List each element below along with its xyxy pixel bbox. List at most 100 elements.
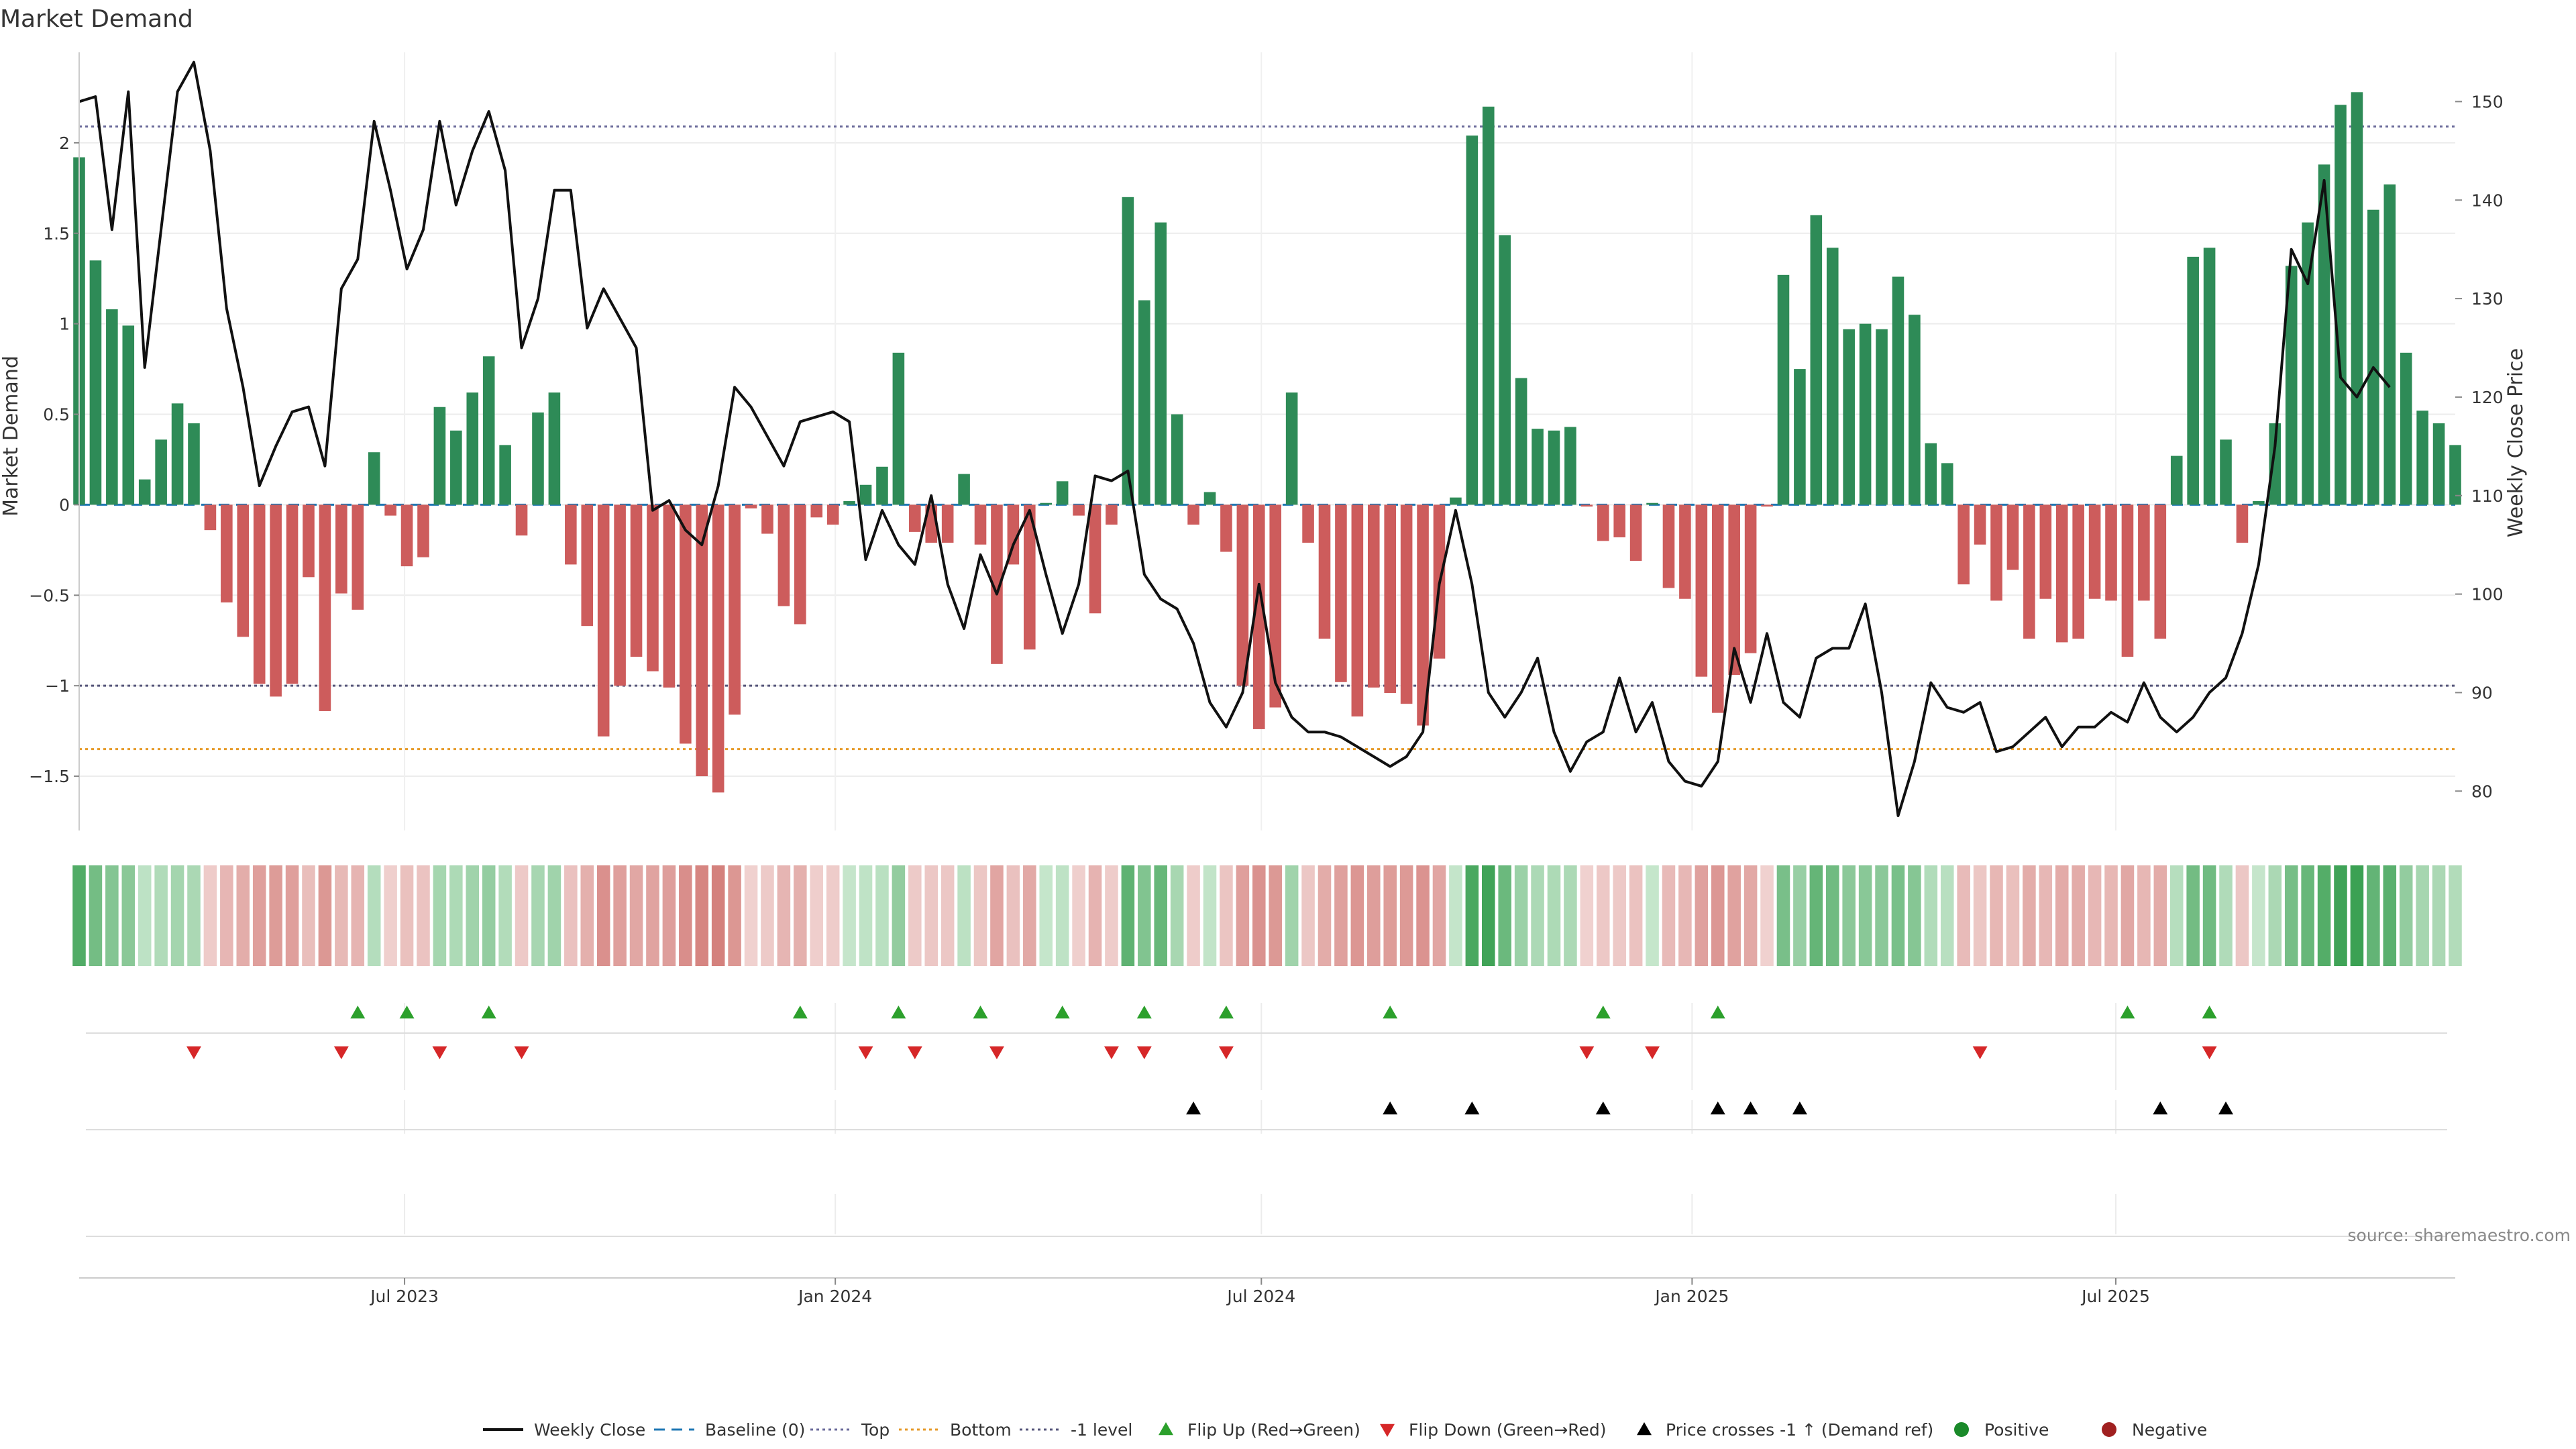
demand-bar	[1155, 222, 1167, 505]
demand-bar	[1318, 504, 1331, 639]
y-tick-label: 0	[59, 495, 70, 515]
legend-label: Price crosses -1 ↑ (Demand ref)	[1666, 1420, 1933, 1440]
heatstrip-cell	[1465, 865, 1479, 966]
flip-up-marker	[891, 1006, 906, 1019]
heatstrip-cell	[1809, 865, 1823, 966]
heatstrip-cell	[1220, 865, 1233, 966]
heatstrip-cell	[2383, 865, 2397, 966]
demand-bar	[1450, 497, 1462, 505]
demand-bar	[941, 504, 954, 543]
heatstrip-cell	[2268, 865, 2282, 966]
heatstrip-cell	[826, 865, 840, 966]
heatstrip-cell	[2104, 865, 2118, 966]
heatstrip-cell	[2449, 865, 2462, 966]
demand-bar	[188, 423, 200, 505]
heatstrip-cell	[924, 865, 938, 966]
demand-bar	[515, 504, 528, 536]
heatstrip-cell	[1858, 865, 1872, 966]
heatstrip-cell	[761, 865, 774, 966]
demand-bar	[565, 504, 577, 565]
heatstrip-cell	[2367, 865, 2380, 966]
price-cross-marker	[1743, 1102, 1758, 1115]
heatstrip-cell	[1121, 865, 1135, 966]
demand-bar	[106, 309, 118, 505]
heatstrip-cell	[646, 865, 659, 966]
x-tick-label: Jan 2025	[1654, 1287, 1729, 1306]
demand-bar	[1826, 248, 1839, 505]
legend-swatch-dot	[1954, 1422, 1969, 1437]
flip-up-marker	[973, 1006, 988, 1019]
x-tick-label: Jan 2024	[797, 1287, 872, 1306]
demand-bar	[1187, 504, 1199, 525]
heatstrip-cell	[351, 865, 365, 966]
heatstrip-cell	[1252, 865, 1266, 966]
demand-bar	[1302, 504, 1314, 543]
flip-down-marker	[514, 1046, 529, 1059]
heatstrip-cell	[433, 865, 447, 966]
heatstrip-cell	[1432, 865, 1446, 966]
demand-bar	[810, 504, 823, 518]
price-cross-marker	[1383, 1102, 1398, 1115]
demand-bar	[2416, 411, 2428, 505]
heatstrip-cell	[1482, 865, 1495, 966]
heatstrip-cell	[72, 865, 86, 966]
flip-up-marker	[1136, 1006, 1152, 1019]
y-tick-label: 1.5	[43, 224, 70, 244]
demand-bar	[1269, 504, 1282, 708]
heatstrip-cell	[1187, 865, 1200, 966]
heatstrip-cell	[973, 865, 987, 966]
demand-bar	[1925, 443, 1937, 505]
y-axis-label-left: Market Demand	[0, 356, 23, 517]
demand-bar	[286, 504, 299, 684]
heatstrip-cell	[1318, 865, 1332, 966]
heatstrip-cell	[449, 865, 463, 966]
flip-down-marker	[907, 1046, 922, 1059]
flip-down-marker	[2202, 1046, 2217, 1059]
y-axis-label-right: Weekly Close Price	[2504, 348, 2528, 537]
legend-swatch-triangle-up	[1637, 1422, 1652, 1436]
legend-item-flip-down: Flip Down (Green→Red)	[1380, 1420, 1607, 1440]
demand-bar	[384, 504, 396, 516]
y-tick-label: 1	[59, 315, 70, 334]
demand-bar	[1106, 504, 1118, 525]
y-right-tick-label: 100	[2471, 585, 2504, 604]
heatstrip-cell	[810, 865, 824, 966]
flip-up-marker	[399, 1006, 415, 1019]
demand-bars	[73, 92, 2461, 793]
heatstrip-cell	[1973, 865, 1987, 966]
demand-bar	[548, 392, 561, 505]
heatstrip-cell	[1564, 865, 1577, 966]
legend-item-weekly-close: Weekly Close	[483, 1420, 645, 1440]
demand-bar	[1548, 430, 1560, 505]
heatstrip-cell	[236, 865, 250, 966]
y-right-tick-label: 150	[2471, 92, 2504, 111]
demand-bar	[1252, 504, 1265, 729]
legend-label: Positive	[1984, 1420, 2049, 1440]
demand-bar	[745, 504, 757, 508]
demand-bar	[499, 445, 511, 505]
demand-bar	[2285, 266, 2298, 505]
demand-bar	[335, 504, 347, 594]
demand-bar	[2432, 423, 2445, 505]
price-cross-marker	[1792, 1102, 1807, 1115]
legend-label: Flip Up (Red→Green)	[1187, 1420, 1360, 1440]
weekly-close-line	[78, 60, 2391, 817]
flip-up-marker	[1055, 1006, 1070, 1019]
event-markers	[86, 1006, 2447, 1237]
heatstrip-cell	[2039, 865, 2053, 966]
heatstrip-cell	[1793, 865, 1807, 966]
demand-bar	[2006, 504, 2019, 570]
heatstrip-cell	[596, 865, 610, 966]
heatstrip-cell	[1350, 865, 1364, 966]
demand-bar	[1367, 504, 1380, 688]
heatstrip-cell	[1743, 865, 1758, 966]
heatstrip-cell	[2219, 865, 2233, 966]
demand-bar	[1499, 235, 1511, 505]
heatstrip-cell	[1957, 865, 1970, 966]
heatstrip-cell	[1727, 865, 1741, 966]
demand-bar	[1777, 274, 1790, 505]
demand-bar	[2253, 501, 2265, 505]
flip-down-marker	[858, 1046, 873, 1059]
demand-bar	[2367, 209, 2379, 505]
gridlines	[79, 52, 2455, 1234]
